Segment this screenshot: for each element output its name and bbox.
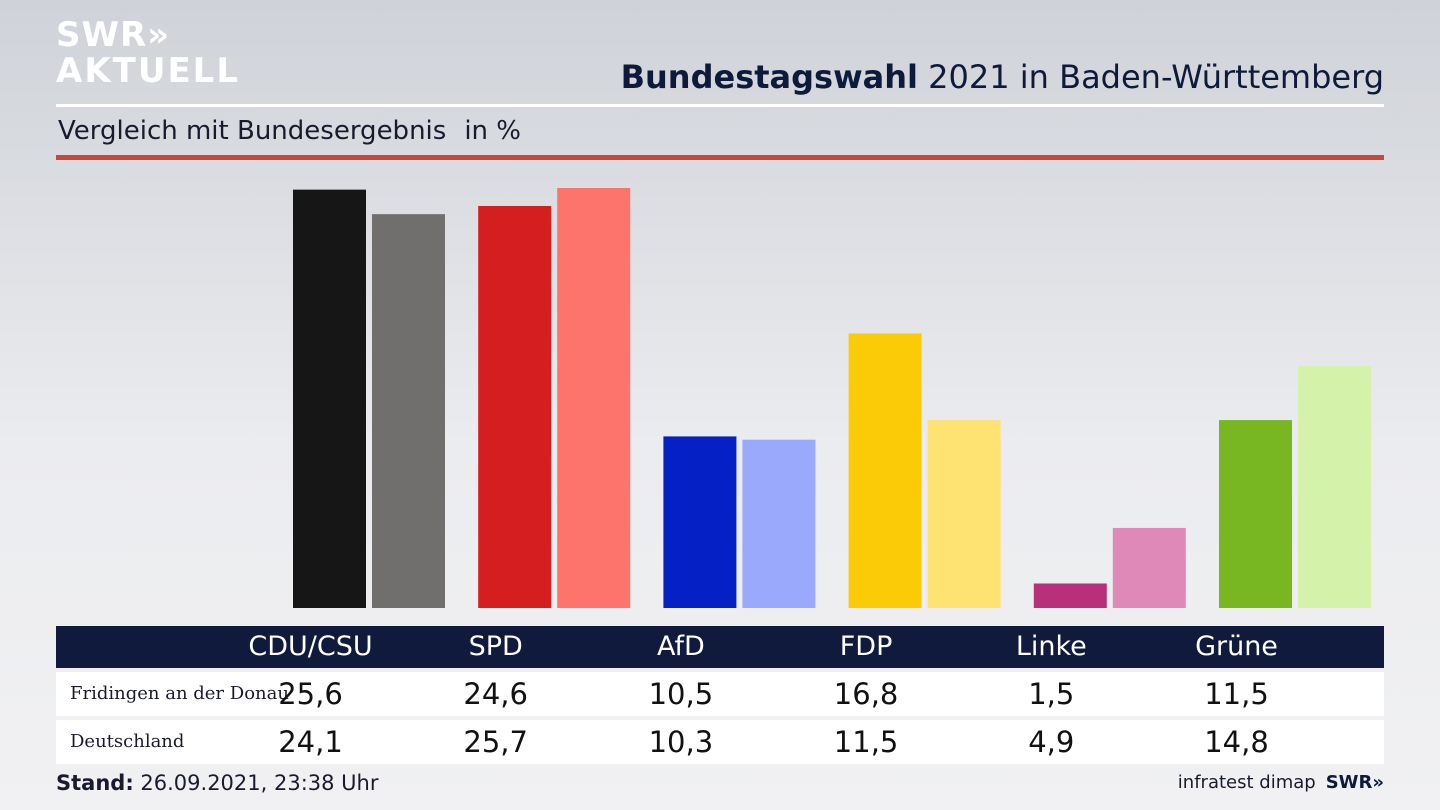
title-bold: Bundestagswahl <box>620 58 918 96</box>
timestamp: Stand: 26.09.2021, 23:38 Uhr <box>56 771 379 795</box>
row-label-local: Fridingen an der Donau <box>70 683 289 704</box>
row-label-national: Deutschland <box>70 731 185 752</box>
bar-afd-local <box>663 436 737 608</box>
column-header-spd: SPD <box>468 631 523 662</box>
subtitle-text: Vergleich mit Bundesergebnis <box>58 116 447 146</box>
page-title: Bundestagswahl 2021 in Baden-Württemberg <box>621 58 1384 96</box>
bar-linke-national <box>1112 527 1186 608</box>
value-afd-local: 10,5 <box>648 677 714 711</box>
value-cdu-csu-national: 24,1 <box>278 725 343 759</box>
stand-value: 26.09.2021, 23:38 Uhr <box>133 771 379 795</box>
column-header-afd: AfD <box>656 631 705 662</box>
stand-label: Stand: <box>56 771 134 795</box>
bar-fdp-local <box>848 333 922 608</box>
subtitle-divider <box>56 155 1384 160</box>
value-linke-national: 4,9 <box>1028 725 1075 759</box>
bar-cdu-csu-national <box>372 214 445 608</box>
logo-line-1: SWR» <box>56 15 171 55</box>
column-header-fdp: FDP <box>839 631 893 662</box>
column-header-gruene: Grüne <box>1195 631 1278 662</box>
value-cdu-csu-local: 25,6 <box>278 677 343 711</box>
bar-chart <box>293 188 1371 608</box>
value-spd-national: 25,7 <box>463 725 528 759</box>
bar-cdu-csu-local <box>293 189 366 608</box>
results-table: CDU/CSU SPD AfD FDP Linke Grüne Fridingen an … <box>56 626 1384 764</box>
swr-brand-logo: SWR» <box>1325 772 1384 793</box>
table-row-national: Deutschland 24,1 25,7 10,3 11,5 4,9 14,8 <box>56 720 1384 764</box>
value-gruene-local: 11,5 <box>1204 677 1269 711</box>
chart-subtitle: Vergleich mit Bundesergebnis in % <box>58 116 521 146</box>
bar-afd-national <box>742 439 816 608</box>
value-fdp-national: 11,5 <box>833 725 899 759</box>
title-divider <box>56 104 1384 107</box>
bar-fdp-national <box>927 420 1001 608</box>
bar-linke-local <box>1033 583 1107 608</box>
bar-spd-national <box>557 188 631 608</box>
value-fdp-local: 16,8 <box>833 677 899 711</box>
value-afd-national: 10,3 <box>648 725 714 759</box>
table-header-row: CDU/CSU SPD AfD FDP Linke Grüne <box>56 626 1384 668</box>
source-credit: infratest dimap SWR» <box>1178 772 1384 793</box>
bar-gruene-national <box>1298 366 1371 608</box>
title-rest: 2021 in Baden-Württemberg <box>917 58 1384 96</box>
logo-line-2: AKTUELL <box>56 51 241 91</box>
swr-aktuell-logo: SWR» AKTUELL <box>56 18 240 88</box>
value-linke-local: 1,5 <box>1028 677 1075 711</box>
value-gruene-national: 14,8 <box>1204 725 1269 759</box>
bar-gruene-local <box>1219 420 1292 608</box>
table-row-local: Fridingen an der Donau 25,6 24,6 10,5 16,8 1… <box>56 672 1384 716</box>
bar-spd-local <box>478 205 552 608</box>
unit-label: in % <box>464 116 521 146</box>
column-header-linke: Linke <box>1015 631 1087 662</box>
value-spd-local: 24,6 <box>463 677 528 711</box>
column-header-cdu-csu: CDU/CSU <box>248 631 373 662</box>
source-name: infratest dimap <box>1177 772 1316 793</box>
